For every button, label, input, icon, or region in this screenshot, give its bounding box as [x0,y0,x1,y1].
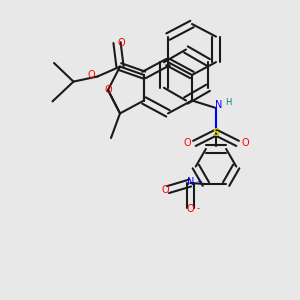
Text: N: N [215,100,222,110]
Text: S: S [212,128,220,138]
Text: O: O [241,138,249,148]
Text: O: O [161,184,169,195]
Text: O: O [104,85,112,95]
Text: H: H [225,98,232,107]
Text: O: O [186,204,194,214]
Text: N: N [187,177,194,187]
Text: O: O [183,138,191,148]
Text: -: - [196,205,199,214]
Text: O: O [118,38,125,48]
Text: O: O [88,70,95,80]
Text: +: + [196,179,202,185]
